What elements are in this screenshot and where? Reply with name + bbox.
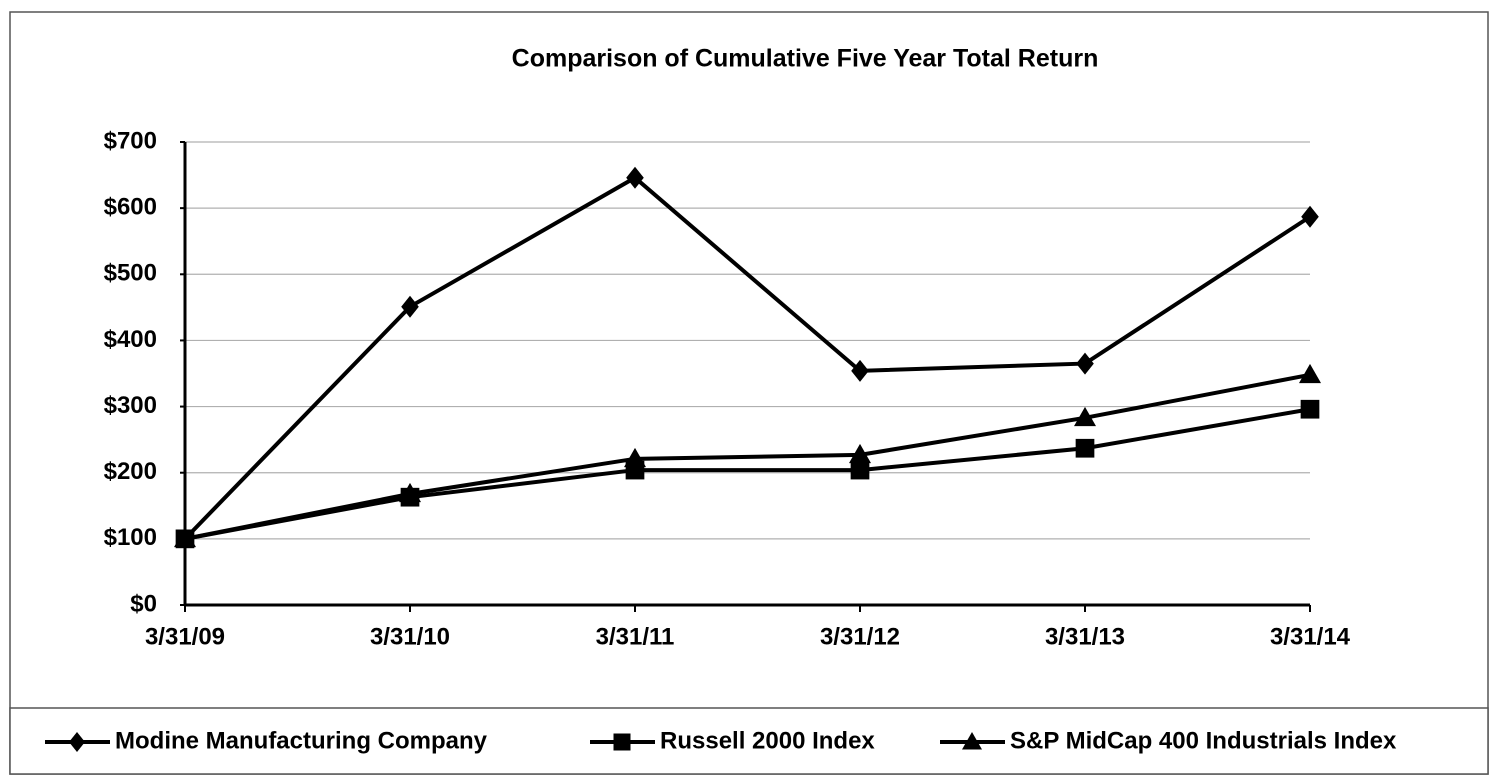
marker	[69, 732, 85, 752]
marker	[399, 482, 421, 503]
marker	[174, 527, 196, 548]
y-tick-label: $100	[104, 524, 157, 551]
y-tick-label: $400	[104, 326, 157, 353]
series-line	[184, 407, 1311, 541]
marker	[962, 732, 982, 750]
marker	[849, 443, 871, 464]
marker	[850, 460, 870, 480]
legend-label: S&P MidCap 400 Industrials Index	[1010, 727, 1397, 754]
x-tick-label: 3/31/10	[370, 623, 450, 650]
legend-label: Modine Manufacturing Company	[115, 727, 488, 754]
chart-title: Comparison of Cumulative Five Year Total…	[512, 45, 1099, 73]
series-line	[183, 175, 1312, 541]
marker	[1300, 399, 1320, 419]
series-line	[184, 372, 1311, 541]
marker	[1076, 352, 1094, 375]
x-tick-label: 3/31/09	[145, 623, 225, 650]
x-tick-label: 3/31/12	[820, 623, 900, 650]
legend-label: Russell 2000 Index	[660, 727, 875, 754]
marker	[851, 359, 869, 382]
marker	[401, 295, 419, 318]
y-tick-label: $600	[104, 193, 157, 220]
x-tick-label: 3/31/11	[596, 623, 675, 650]
y-tick-label: $200	[104, 458, 157, 485]
y-tick-label: $700	[104, 127, 157, 154]
marker	[624, 447, 646, 468]
x-tick-label: 3/31/13	[1045, 623, 1125, 650]
y-tick-label: $0	[130, 590, 157, 617]
marker	[1301, 205, 1319, 228]
marker	[1074, 406, 1096, 427]
marker	[613, 733, 631, 751]
marker	[626, 166, 644, 189]
marker	[1075, 438, 1095, 458]
legend-frame	[9, 707, 1489, 775]
chart-frame	[9, 11, 1489, 775]
y-tick-label: $500	[104, 260, 157, 287]
marker	[1299, 363, 1321, 384]
y-tick-label: $300	[104, 392, 157, 419]
x-tick-label: 3/31/14	[1270, 623, 1351, 650]
